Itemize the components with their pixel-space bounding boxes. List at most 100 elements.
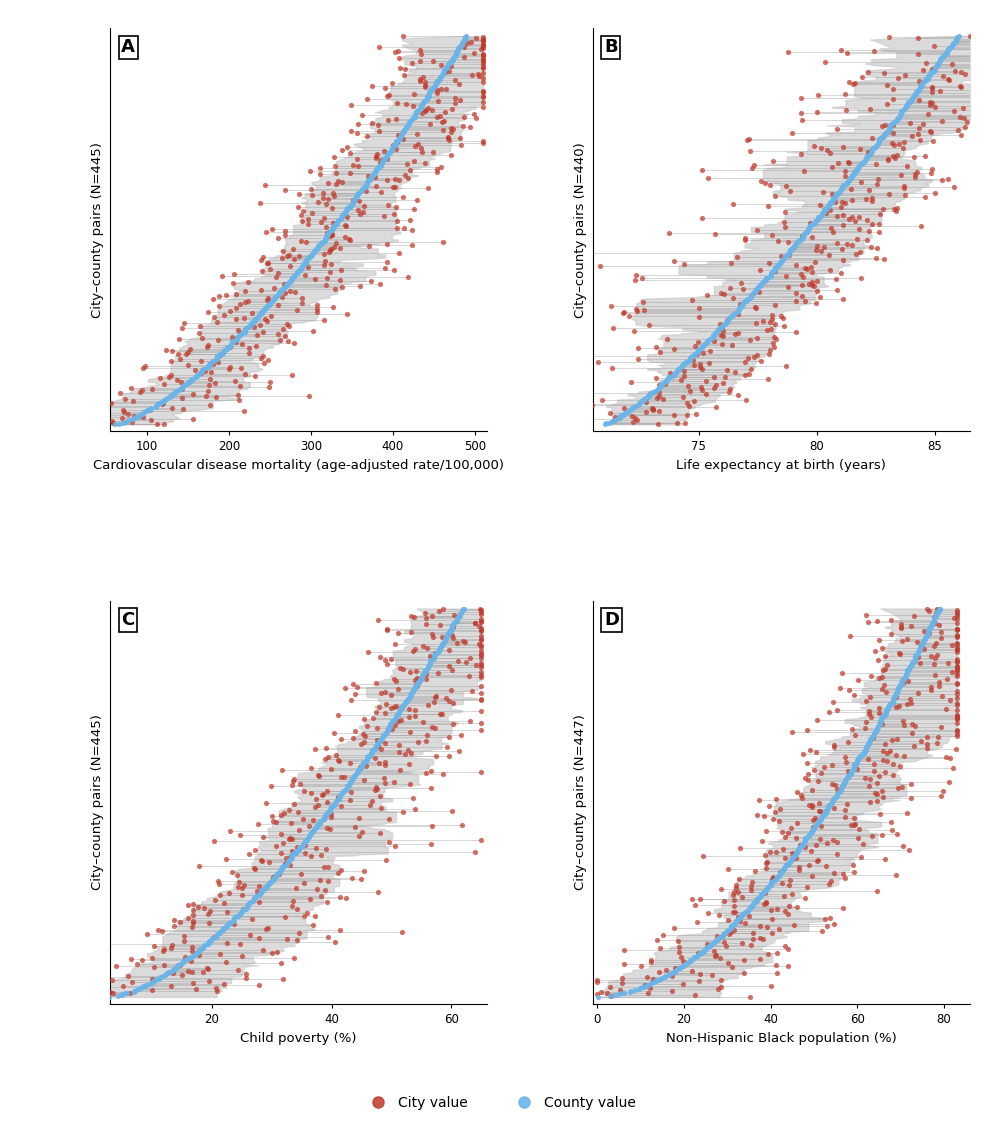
Point (871, 767, 887, 785)
Point (141, 975, 157, 993)
Point (364, 167, 380, 185)
Point (909, 164, 925, 182)
Point (875, 127, 891, 146)
Point (857, 741, 873, 759)
Point (103, 394, 119, 412)
Point (651, 962, 667, 980)
Point (877, 125, 893, 143)
Point (949, 694, 965, 712)
Point (780, 825, 796, 843)
Point (156, 940, 172, 958)
Point (984, 46, 1000, 64)
Point (846, 756, 862, 774)
Point (473, 658, 489, 676)
Point (364, 742, 380, 760)
Point (424, 100, 440, 118)
Point (386, 670, 402, 688)
Point (642, 385, 658, 403)
Point (866, 724, 882, 742)
Point (391, 743, 407, 761)
Point (860, 613, 876, 631)
Point (949, 603, 965, 622)
Point (859, 737, 875, 755)
Point (220, 916, 236, 934)
Point (781, 853, 797, 871)
Point (466, 44, 482, 62)
Point (863, 238, 879, 256)
Point (702, 331, 718, 349)
Point (986, 56, 1000, 74)
Point (432, 638, 448, 656)
Point (695, 344, 711, 362)
Point (734, 296, 750, 314)
Point (723, 917, 739, 935)
Point (670, 932, 686, 950)
Point (825, 791, 841, 809)
Point (858, 606, 874, 624)
Point (422, 652, 438, 670)
Point (256, 880, 272, 898)
Point (924, 79, 940, 97)
Point (605, 319, 621, 337)
Point (687, 345, 703, 363)
Point (898, 98, 914, 116)
Point (455, 33, 471, 51)
Point (433, 637, 449, 655)
Point (193, 363, 209, 381)
Point (416, 91, 432, 109)
Point (824, 193, 840, 211)
Point (231, 391, 247, 409)
Point (766, 328, 782, 346)
Point (143, 399, 159, 417)
Point (743, 361, 759, 379)
Point (666, 406, 682, 424)
Point (638, 403, 654, 421)
Point (883, 625, 899, 643)
Point (285, 239, 301, 257)
Point (745, 896, 761, 914)
Point (445, 694, 461, 712)
Point (345, 193, 361, 211)
Point (240, 292, 256, 310)
Point (872, 712, 888, 730)
Point (927, 608, 943, 626)
Point (864, 215, 880, 233)
Point (288, 841, 304, 860)
Point (216, 975, 232, 993)
Point (442, 623, 458, 641)
Point (948, 740, 964, 758)
Point (782, 182, 798, 200)
Point (404, 221, 420, 239)
Point (811, 812, 827, 830)
Point (713, 978, 729, 996)
Point (616, 303, 632, 321)
Point (772, 254, 788, 272)
Point (821, 246, 837, 264)
Point (799, 879, 815, 897)
Point (475, 28, 491, 46)
Point (330, 212, 346, 230)
Point (232, 294, 248, 312)
Point (715, 927, 731, 945)
Point (456, 49, 472, 67)
Point (359, 173, 375, 191)
Point (473, 656, 489, 675)
Point (356, 752, 372, 770)
Point (305, 321, 321, 340)
Point (315, 785, 331, 803)
Point (202, 370, 218, 388)
Point (359, 716, 375, 734)
Point (281, 246, 297, 264)
Point (645, 402, 661, 420)
Point (450, 39, 466, 58)
Point (949, 689, 965, 707)
Point (794, 230, 810, 248)
Point (373, 183, 389, 201)
Point (473, 721, 489, 739)
Point (927, 60, 943, 78)
Point (407, 671, 423, 689)
Point (815, 183, 831, 201)
Point (404, 111, 420, 129)
Point (415, 95, 431, 113)
Point (907, 649, 923, 667)
